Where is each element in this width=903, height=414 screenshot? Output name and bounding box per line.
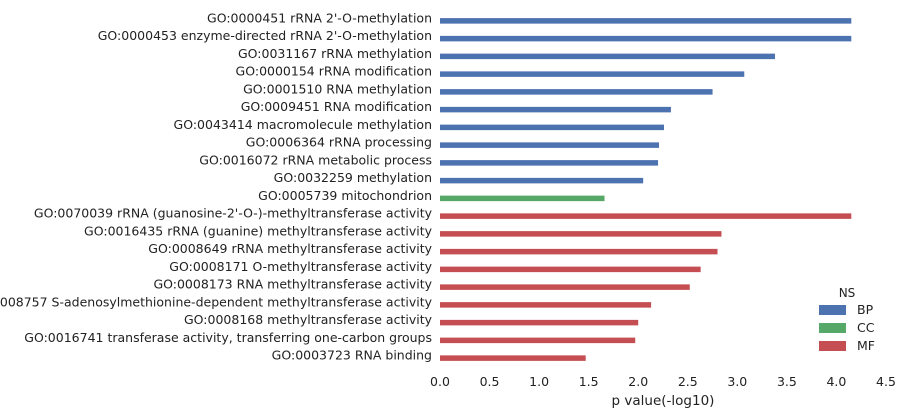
x-tick-label: 3.5 [777,374,797,389]
bar-mf [440,302,652,308]
x-tick-label: 0.5 [480,374,500,389]
legend-swatch-cc [819,323,846,333]
category-label: GO:0005739 mitochondrion [258,188,432,203]
category-label: GO:0016435 rRNA (guanine) methyltransfer… [84,223,433,238]
legend-swatch-bp [819,305,846,315]
category-label: GO:0031167 rRNA methylation [238,46,432,61]
category-label: GO:0009451 RNA modification [241,99,432,114]
bar-bp [440,124,664,131]
x-tick-label: 0.0 [430,374,450,389]
x-tick-label: 4.0 [826,374,846,389]
category-label: GO:0070039 rRNA (guanosine-2'-O-)-methyl… [34,206,433,221]
category-label: GO:0000451 rRNA 2'-O-methylation [207,10,432,25]
bar-mf [440,266,701,273]
x-tick-label: 1.5 [579,374,599,389]
legend-label-cc: CC [857,320,875,335]
bar-bp [440,177,644,184]
bar-bp [440,89,713,95]
x-axis-ticks: 0.0 0.5 1.0 1.5 2.0 2.5 3.0 3.5 4.0 4.5 [430,374,896,389]
x-tick-label: 1.0 [529,374,549,389]
category-label: GO:0008173 RNA methyltransferase activit… [153,277,432,292]
category-label: GO:0003723 RNA binding [272,348,432,363]
bar-bp [440,71,745,77]
bar-bp [440,160,659,166]
bar-bp [440,106,671,113]
category-label: GO:0006364 rRNA processing [246,135,432,150]
bar-mf [440,337,636,344]
category-label: GO:0000453 enzyme-directed rRNA 2'-O-met… [98,28,432,43]
bar-mf [440,284,690,290]
category-label: GO:0008168 methyltransferase activity [184,312,433,327]
category-label: GO:0001510 RNA methylation [243,81,432,96]
category-label: GO:0008171 O-methyltransferase activity [169,259,432,274]
bar-cc [440,195,605,202]
bars [440,18,852,361]
bar-mf [440,231,722,237]
bar-mf [440,355,586,361]
bar-bp [440,35,852,42]
legend: NS BP CC MF [819,286,875,353]
legend-swatch-mf [819,341,846,351]
bar-bp [440,53,775,60]
bar-mf [440,319,639,326]
bar-bp [440,18,852,24]
category-label: GO:0016072 rRNA metabolic process [199,152,432,167]
x-tick-label: 4.5 [876,374,896,389]
category-label: GO:0008649 rRNA methyltransferase activi… [148,241,432,256]
bar-mf [440,248,718,255]
category-label: GO:0016741 transferase activity, transfe… [24,330,432,345]
legend-title: NS [839,286,856,300]
category-label: GO:0008757 S-adenosylmethionine-dependen… [0,294,433,309]
category-labels: GO:0000451 rRNA 2'-O-methylation GO:00004… [0,10,433,362]
category-label: GO:0032259 methylation [274,170,432,185]
category-label: GO:0000154 rRNA modification [236,64,432,79]
legend-label-bp: BP [857,302,874,317]
legend-label-mf: MF [857,338,875,353]
category-label: GO:0043414 macromolecule methylation [174,117,432,132]
x-tick-label: 3.0 [727,374,747,389]
x-tick-label: 2.5 [678,374,698,389]
x-axis-title: p value(-log10) [612,393,715,409]
bar-mf [440,213,852,219]
x-tick-label: 2.0 [628,374,648,389]
bar-bp [440,142,660,148]
